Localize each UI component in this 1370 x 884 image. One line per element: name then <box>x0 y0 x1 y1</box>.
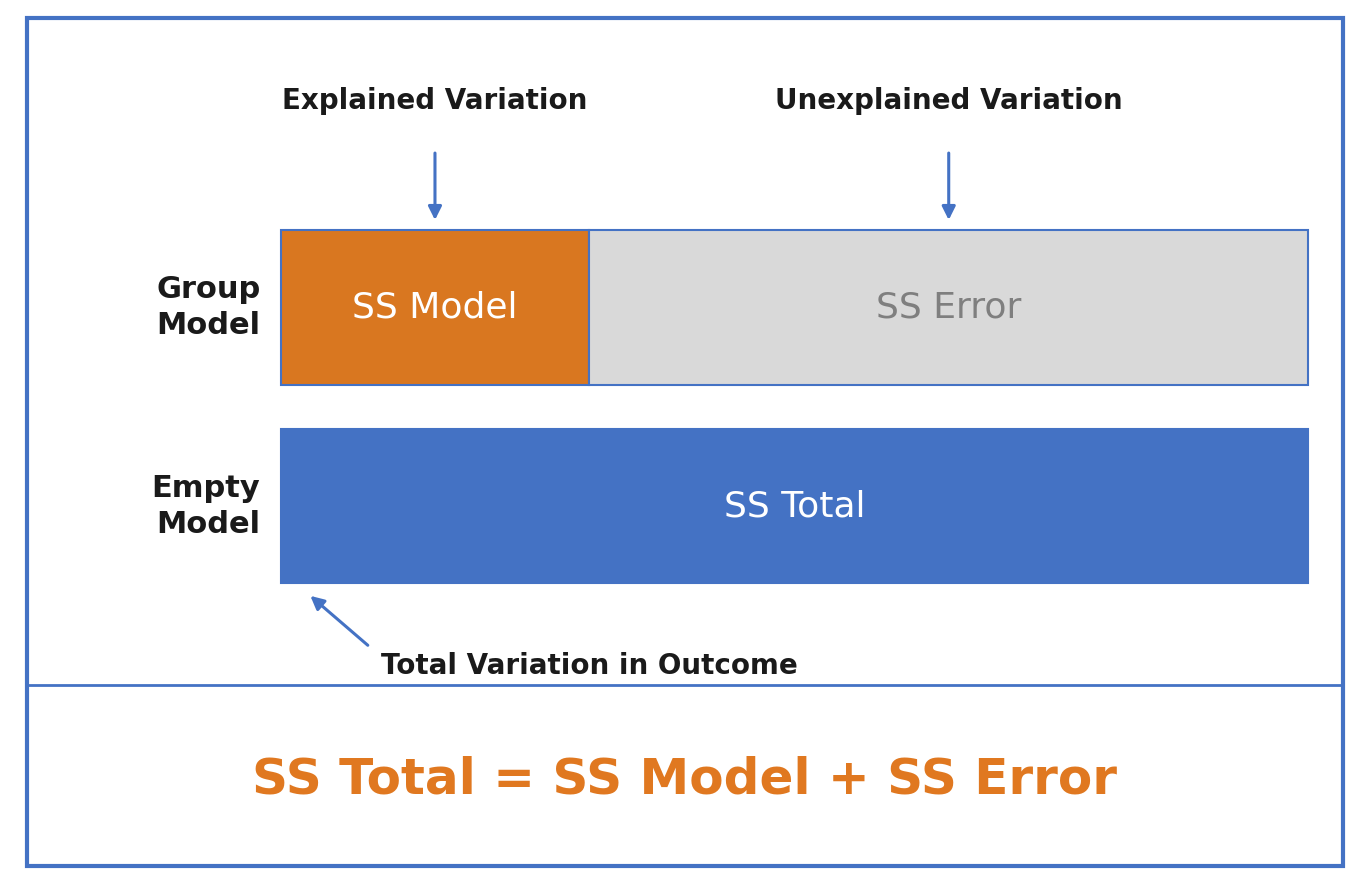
Bar <box>281 230 589 385</box>
Bar <box>281 429 1308 583</box>
Text: Empty
Model: Empty Model <box>152 474 260 538</box>
Text: Unexplained Variation: Unexplained Variation <box>775 87 1122 115</box>
Text: Group
Model: Group Model <box>156 275 260 339</box>
Text: SS Total: SS Total <box>723 489 866 523</box>
Text: SS Total = SS Model + SS Error: SS Total = SS Model + SS Error <box>252 756 1118 804</box>
Text: Explained Variation: Explained Variation <box>282 87 588 115</box>
Bar <box>589 230 1308 385</box>
Text: Total Variation in Outcome: Total Variation in Outcome <box>381 652 797 680</box>
Text: SS Error: SS Error <box>875 290 1022 324</box>
Text: SS Model: SS Model <box>352 290 518 324</box>
